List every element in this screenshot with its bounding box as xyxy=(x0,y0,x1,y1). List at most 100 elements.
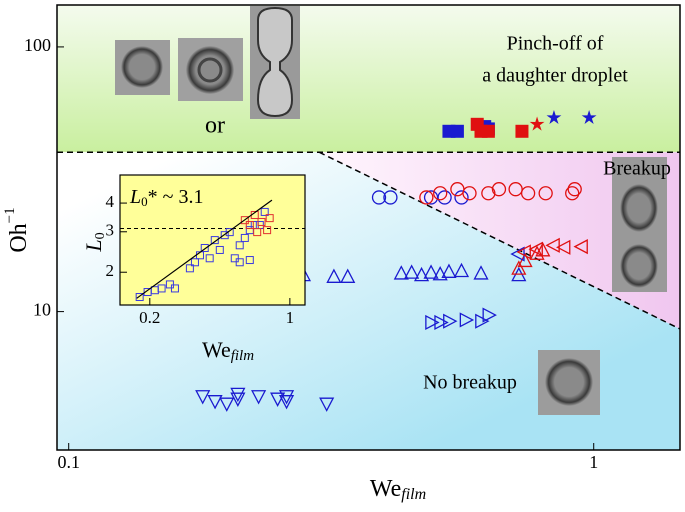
label-part: 0 xyxy=(93,232,108,239)
marker xyxy=(326,268,342,283)
marker xyxy=(520,186,536,201)
marker xyxy=(529,116,545,131)
axis-label: L0 xyxy=(81,232,108,252)
marker xyxy=(230,392,246,407)
marker xyxy=(511,260,527,275)
marker xyxy=(278,395,295,410)
marker xyxy=(278,390,295,405)
marker xyxy=(433,186,448,201)
marker xyxy=(219,397,235,412)
marker xyxy=(319,397,335,412)
image-drop xyxy=(620,244,658,288)
marker xyxy=(481,186,496,201)
marker xyxy=(441,263,457,278)
marker xyxy=(528,241,543,257)
marker xyxy=(240,233,249,242)
points xyxy=(195,109,597,412)
marker xyxy=(157,284,166,293)
marker xyxy=(508,182,523,197)
x-tick-label: 1 xyxy=(286,308,295,327)
y-tick-label: 2 xyxy=(106,261,115,280)
marker xyxy=(185,264,194,273)
y-tick-label: 3 xyxy=(106,221,115,240)
marker xyxy=(546,109,562,125)
label-part: We xyxy=(370,476,401,502)
marker xyxy=(205,254,214,263)
marker xyxy=(251,390,267,405)
label-part: We xyxy=(202,337,231,362)
marker xyxy=(419,190,434,205)
label-part: Oh xyxy=(6,223,32,252)
marker xyxy=(475,313,490,329)
marker xyxy=(340,268,356,283)
marker xyxy=(230,387,246,403)
marker xyxy=(516,244,531,260)
marker xyxy=(245,221,254,230)
marker xyxy=(453,262,470,278)
marker xyxy=(270,392,286,407)
marker xyxy=(200,243,209,252)
marker xyxy=(165,280,174,289)
annotation: Pinch-off of xyxy=(507,33,604,55)
marker xyxy=(393,265,409,280)
marker xyxy=(529,245,545,260)
boundary-line xyxy=(318,151,681,330)
x-tick-label: 1 xyxy=(589,452,598,472)
marker xyxy=(257,217,266,226)
fit-line xyxy=(136,199,273,299)
marker xyxy=(195,390,211,405)
marker xyxy=(545,237,560,253)
marker xyxy=(383,190,398,205)
label-part: L xyxy=(81,239,106,252)
image-drop xyxy=(620,184,658,232)
annotation: No breakup xyxy=(423,372,517,394)
label-part: 0 xyxy=(141,194,148,209)
marker xyxy=(481,124,495,138)
marker xyxy=(235,258,244,267)
marker xyxy=(423,264,439,279)
label-part: L xyxy=(129,186,141,208)
marker xyxy=(253,228,262,237)
marker xyxy=(434,314,449,331)
image-drop xyxy=(121,46,163,88)
marker xyxy=(265,214,274,223)
marker xyxy=(473,265,489,280)
marker xyxy=(263,226,272,235)
marker xyxy=(170,284,179,293)
image-drop xyxy=(197,57,223,83)
marker xyxy=(450,124,464,138)
annotation: or xyxy=(205,113,225,139)
marker xyxy=(425,314,440,331)
axes: Pinch-off of a daughter droplet or Breakup N… xyxy=(2,4,681,503)
y-tick-label: 100 xyxy=(24,35,51,55)
label-part: −1 xyxy=(2,207,18,223)
plot-frame xyxy=(119,174,306,306)
image-drop xyxy=(186,46,234,94)
plot-frame xyxy=(56,4,681,451)
marker xyxy=(260,207,269,216)
marker xyxy=(190,258,199,267)
axis-label: Oh−1 xyxy=(2,207,31,252)
marker xyxy=(225,228,234,237)
label-part: * ~ 3.1 xyxy=(148,186,204,208)
marker xyxy=(135,293,144,302)
marker xyxy=(482,307,497,323)
marker xyxy=(567,182,582,197)
marker xyxy=(515,124,529,138)
marker xyxy=(510,246,525,262)
marker xyxy=(462,186,477,201)
droplet-images xyxy=(115,6,667,415)
marker xyxy=(443,313,458,329)
marker xyxy=(371,190,387,205)
marker xyxy=(517,252,533,268)
annotation: Breakup xyxy=(603,158,671,180)
marker xyxy=(454,190,469,205)
marker xyxy=(491,182,507,197)
marker xyxy=(240,216,249,225)
marker xyxy=(404,264,420,279)
marker xyxy=(207,395,223,410)
axis-label: Wefilm xyxy=(202,337,254,364)
marker xyxy=(556,239,571,255)
marker xyxy=(565,186,580,201)
